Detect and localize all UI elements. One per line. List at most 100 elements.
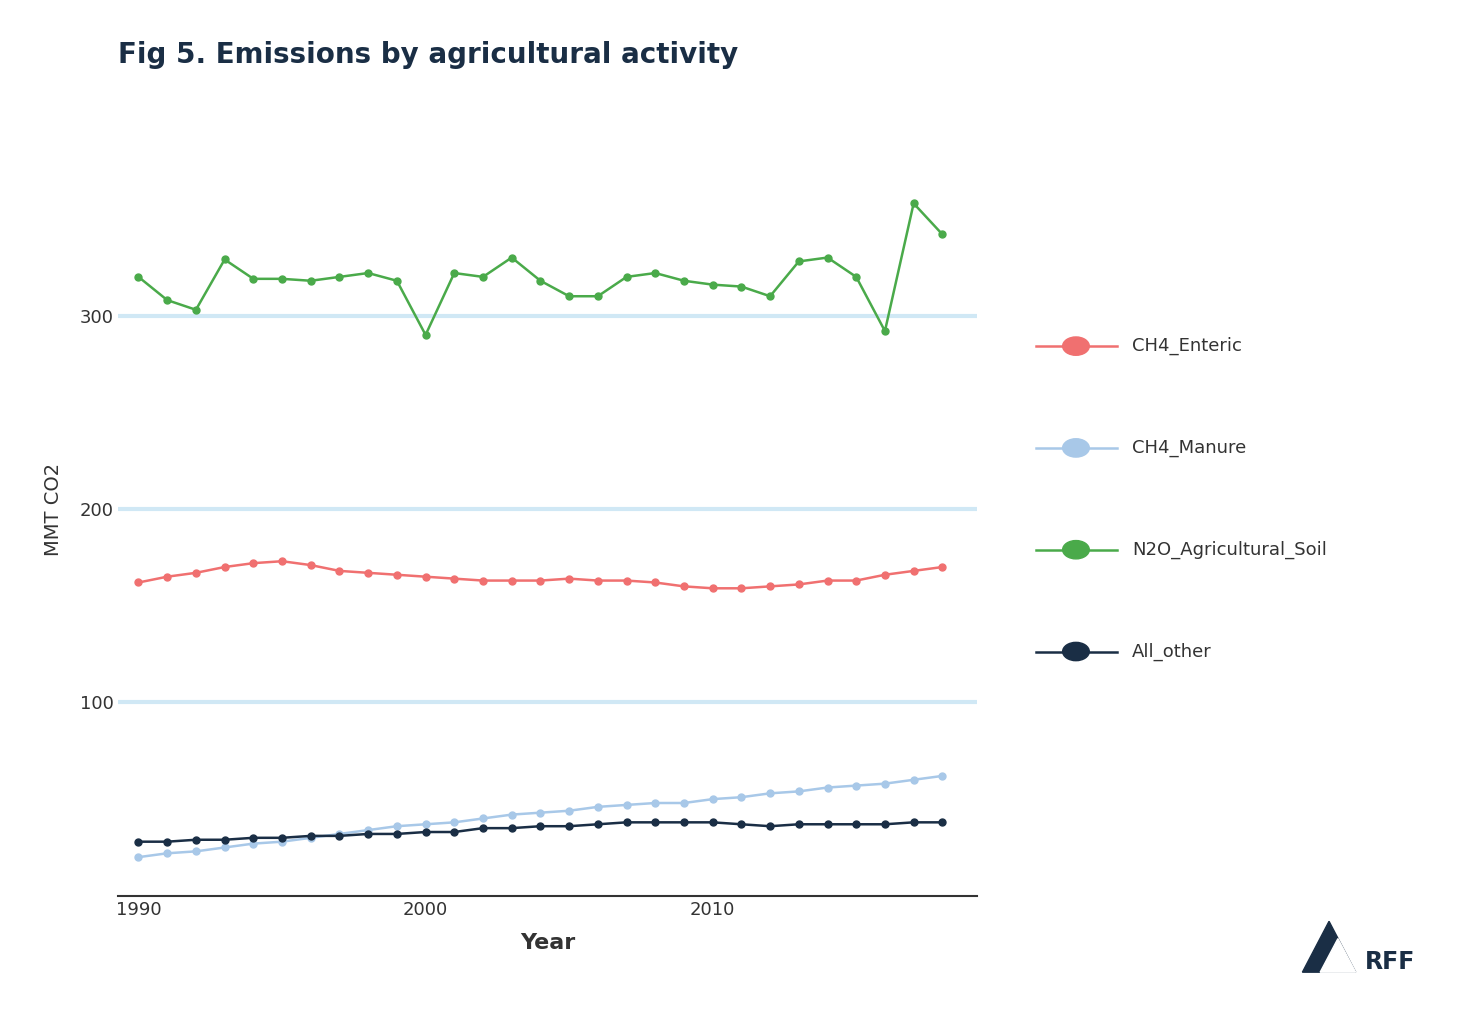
N2O_Agricultural_Soil: [617, 271, 635, 283]
All_other: [790, 818, 808, 831]
N2O_Agricultural_Soil: [186, 303, 204, 316]
N2O_Agricultural_Soil: [503, 251, 521, 264]
CH4_Enteric: [561, 572, 579, 584]
N2O_Agricultural_Soil: [158, 294, 176, 306]
Text: RFF: RFF: [1365, 950, 1415, 974]
CH4_Manure: [274, 836, 292, 848]
CH4_Enteric: [503, 574, 521, 586]
All_other: [360, 828, 377, 840]
CH4_Manure: [330, 828, 348, 840]
Line: All_other: All_other: [135, 818, 946, 845]
CH4_Manure: [417, 818, 435, 831]
All_other: [445, 826, 463, 838]
CH4_Manure: [474, 812, 491, 825]
CH4_Enteric: [158, 570, 176, 582]
CH4_Enteric: [675, 580, 693, 592]
N2O_Agricultural_Soil: [818, 251, 836, 264]
All_other: [274, 832, 292, 844]
CH4_Manure: [818, 782, 836, 794]
CH4_Manure: [531, 806, 549, 818]
Line: CH4_Manure: CH4_Manure: [135, 773, 946, 860]
CH4_Enteric: [934, 561, 952, 573]
CH4_Manure: [876, 778, 894, 790]
All_other: [934, 816, 952, 829]
CH4_Manure: [904, 774, 922, 786]
CH4_Manure: [589, 801, 607, 813]
All_other: [417, 826, 435, 838]
CH4_Manure: [158, 847, 176, 859]
Line: N2O_Agricultural_Soil: N2O_Agricultural_Soil: [135, 200, 946, 338]
CH4_Enteric: [647, 576, 665, 588]
CH4_Manure: [675, 797, 693, 809]
CH4_Enteric: [818, 574, 836, 586]
CH4_Enteric: [302, 559, 320, 571]
All_other: [561, 821, 579, 833]
CH4_Enteric: [531, 574, 549, 586]
CH4_Manure: [388, 821, 406, 833]
CH4_Enteric: [388, 569, 406, 581]
All_other: [186, 834, 204, 846]
CH4_Manure: [186, 845, 204, 857]
All_other: [761, 821, 778, 833]
CH4_Manure: [130, 851, 148, 863]
N2O_Agricultural_Soil: [589, 290, 607, 302]
Text: N2O_Agricultural_Soil: N2O_Agricultural_Soil: [1132, 541, 1328, 559]
CH4_Enteric: [330, 565, 348, 577]
All_other: [388, 828, 406, 840]
N2O_Agricultural_Soil: [445, 267, 463, 279]
Text: CH4_Enteric: CH4_Enteric: [1132, 337, 1242, 355]
CH4_Manure: [934, 770, 952, 782]
CH4_Manure: [360, 824, 377, 836]
N2O_Agricultural_Soil: [360, 267, 377, 279]
N2O_Agricultural_Soil: [274, 273, 292, 285]
All_other: [474, 823, 491, 835]
CH4_Manure: [848, 780, 866, 792]
N2O_Agricultural_Soil: [647, 267, 665, 279]
CH4_Manure: [503, 808, 521, 821]
CH4_Enteric: [848, 574, 866, 586]
N2O_Agricultural_Soil: [302, 275, 320, 287]
CH4_Enteric: [360, 567, 377, 579]
CH4_Manure: [617, 799, 635, 811]
CH4_Manure: [790, 785, 808, 797]
N2O_Agricultural_Soil: [934, 228, 952, 240]
CH4_Enteric: [761, 580, 778, 592]
CH4_Enteric: [904, 565, 922, 577]
CH4_Manure: [733, 791, 750, 803]
CH4_Manure: [761, 787, 778, 799]
CH4_Enteric: [417, 570, 435, 582]
N2O_Agricultural_Soil: [417, 329, 435, 341]
All_other: [589, 818, 607, 831]
All_other: [531, 821, 549, 833]
N2O_Agricultural_Soil: [790, 256, 808, 268]
N2O_Agricultural_Soil: [848, 271, 866, 283]
N2O_Agricultural_Soil: [531, 275, 549, 287]
CH4_Manure: [704, 793, 722, 805]
CH4_Enteric: [216, 561, 234, 573]
CH4_Manure: [647, 797, 665, 809]
CH4_Enteric: [274, 555, 292, 567]
All_other: [617, 816, 635, 829]
All_other: [216, 834, 234, 846]
All_other: [675, 816, 693, 829]
CH4_Manure: [302, 832, 320, 844]
X-axis label: Year: Year: [519, 932, 576, 953]
All_other: [158, 836, 176, 848]
CH4_Enteric: [704, 582, 722, 595]
All_other: [130, 836, 148, 848]
Line: CH4_Enteric: CH4_Enteric: [135, 558, 946, 591]
All_other: [704, 816, 722, 829]
All_other: [302, 830, 320, 842]
CH4_Enteric: [130, 576, 148, 588]
CH4_Enteric: [589, 574, 607, 586]
N2O_Agricultural_Soil: [216, 253, 234, 266]
Text: CH4_Manure: CH4_Manure: [1132, 439, 1246, 457]
All_other: [330, 830, 348, 842]
N2O_Agricultural_Soil: [675, 275, 693, 287]
All_other: [647, 816, 665, 829]
N2O_Agricultural_Soil: [876, 325, 894, 337]
CH4_Enteric: [186, 567, 204, 579]
All_other: [503, 823, 521, 835]
N2O_Agricultural_Soil: [561, 290, 579, 302]
CH4_Manure: [445, 816, 463, 829]
